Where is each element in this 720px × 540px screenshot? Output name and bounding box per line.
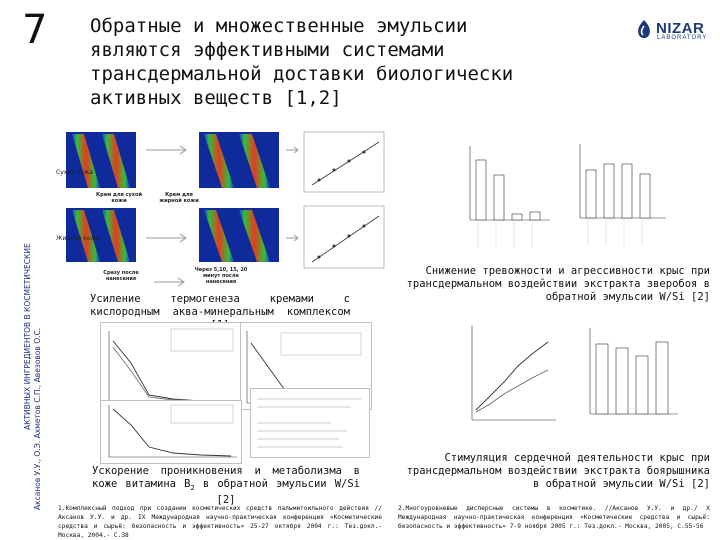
caption-vitb2-sub: 2 — [190, 483, 195, 493]
thermo-figure: Сухая кожа Жирная кожа Крем для сухой ко… — [54, 130, 394, 290]
vitb2-line-chart-bottom — [100, 400, 242, 464]
thermo-image-oily-after — [199, 208, 279, 262]
bar — [615, 347, 629, 415]
bar — [635, 355, 649, 415]
caption-cardio: Стимуляция сердечной деятельности крыс п… — [406, 452, 710, 490]
vitb2-legend-box — [250, 388, 370, 458]
bar — [493, 174, 505, 221]
nizar-logo-icon — [638, 20, 650, 38]
thermo-arrows — [146, 145, 299, 287]
bar — [511, 213, 523, 221]
bar — [655, 341, 669, 415]
label-cream-oily: Крем для жирной кожи — [159, 192, 199, 204]
caption-anxiety: Снижение тревожности и агрессивности кры… — [406, 265, 710, 303]
reference-1: 1.Комплексный подход при создании космет… — [58, 505, 382, 539]
cardio-line-chart — [462, 320, 558, 430]
caption-thermogenesis: Усиление термогенеза кремами с кислородн… — [90, 293, 350, 331]
thermo-image-oily-before — [66, 208, 136, 262]
label-cream-dry: Крем для сухой кожи — [96, 192, 142, 204]
thermo-line-chart-top — [303, 131, 385, 193]
caption-vitamin-b2: Ускорение проникновения и метаболизма в … — [92, 465, 360, 507]
logo-name: NIZAR — [656, 20, 705, 37]
anxiety-bar-chart-left — [452, 140, 552, 250]
caption-vitb2-text-end: в обратной эмульсии W/Si [2] — [194, 478, 361, 507]
reference-2: 2.Многоуровневые дисперсные системы в ко… — [398, 505, 710, 530]
label-immediately-after: Сразу после нанесения — [103, 270, 139, 282]
thermo-image-dry-after — [199, 132, 279, 188]
side-text-line1: АКТИВНЫХ ИНГРЕДИЕНТОВ В КОСМЕТИЧЕСКИЕ — [23, 243, 32, 430]
bar — [585, 169, 597, 219]
bar — [639, 173, 651, 219]
label-oily-skin: Жирная кожа — [56, 235, 100, 242]
nizar-logo: NIZAR LABORATORY — [634, 18, 716, 44]
bar — [595, 343, 609, 415]
label-dry-skin: Сухая кожа — [56, 169, 93, 176]
slide-title: Обратные и множественные эмульсии являют… — [90, 15, 514, 109]
anxiety-bar-chart-right — [562, 138, 670, 250]
bar — [475, 159, 487, 221]
caption-vitb2-text: Ускорение проникновения и метаболизма в … — [92, 465, 360, 490]
bar — [529, 211, 541, 221]
vitb2-line-chart-top — [100, 322, 242, 414]
slide-number: 7 — [22, 7, 48, 53]
bar — [621, 163, 633, 219]
cardio-bar-chart — [580, 322, 680, 432]
side-text-line2: Аксанов У.У., О.Э. Ахметов С.П., Авезово… — [33, 328, 42, 510]
side-vertical-text: АКТИВНЫХ ИНГРЕДИЕНТОВ В КОСМЕТИЧЕСКИЕ Ак… — [0, 100, 44, 530]
thermo-image-dry-before — [66, 132, 136, 188]
label-after-minutes: Через 5,10, 15, 20 минут после нанесения — [194, 267, 248, 285]
logo-subtitle: LABORATORY — [657, 35, 708, 41]
thermo-line-chart-bottom — [303, 205, 385, 269]
bar — [603, 163, 615, 219]
